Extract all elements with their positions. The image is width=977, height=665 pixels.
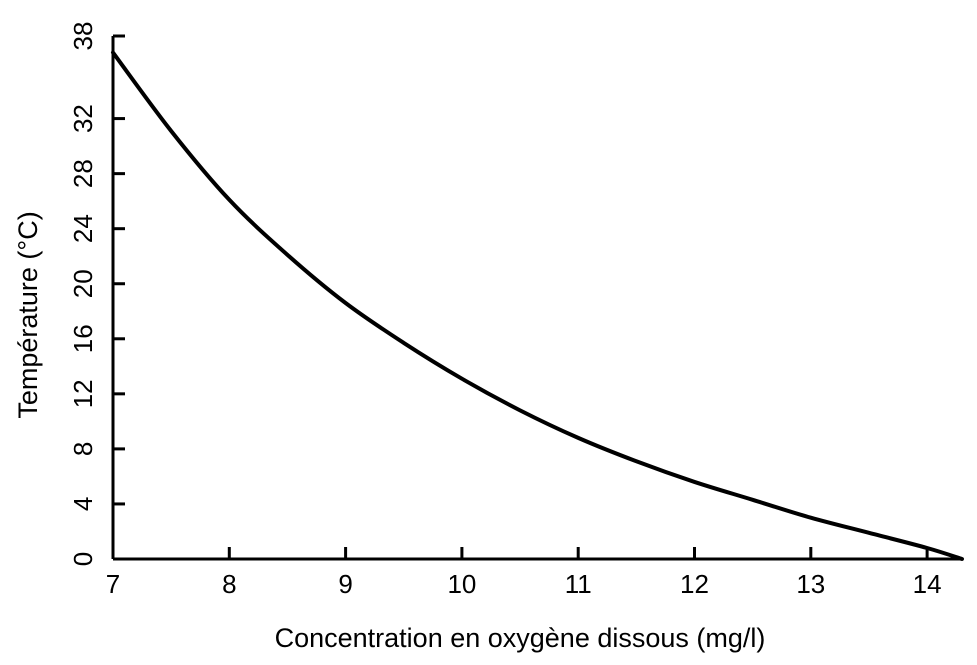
x-tick-label: 9 bbox=[338, 569, 352, 599]
x-tick-label: 11 bbox=[565, 569, 592, 599]
y-axis-ticks: 0 4 8 12 16 20 24 28 32 38 bbox=[68, 22, 125, 566]
y-tick-label: 24 bbox=[68, 214, 98, 243]
x-axis-title: Concentration en oxygène dissous (mg/l) bbox=[275, 623, 766, 653]
y-tick-label: 38 bbox=[68, 22, 98, 51]
x-tick-label: 8 bbox=[222, 569, 236, 599]
y-tick-label: 32 bbox=[68, 104, 98, 133]
y-tick-label: 28 bbox=[68, 159, 98, 188]
y-tick-label: 16 bbox=[68, 324, 98, 353]
x-tick-label: 14 bbox=[913, 569, 942, 599]
y-tick-label: 0 bbox=[68, 552, 98, 566]
y-tick-label: 4 bbox=[68, 497, 98, 511]
y-tick-label: 8 bbox=[68, 442, 98, 456]
x-tick-label: 13 bbox=[796, 569, 825, 599]
x-axis-ticks: 7 8 9 10 11 12 13 14 bbox=[106, 547, 942, 599]
x-tick-label: 7 bbox=[106, 569, 120, 599]
y-axis-title: Température (°C) bbox=[13, 211, 43, 418]
y-tick-label: 20 bbox=[68, 269, 98, 298]
x-tick-label: 12 bbox=[680, 569, 709, 599]
x-tick-label: 10 bbox=[447, 569, 476, 599]
y-tick-label: 12 bbox=[68, 379, 98, 408]
series-line bbox=[111, 50, 964, 561]
